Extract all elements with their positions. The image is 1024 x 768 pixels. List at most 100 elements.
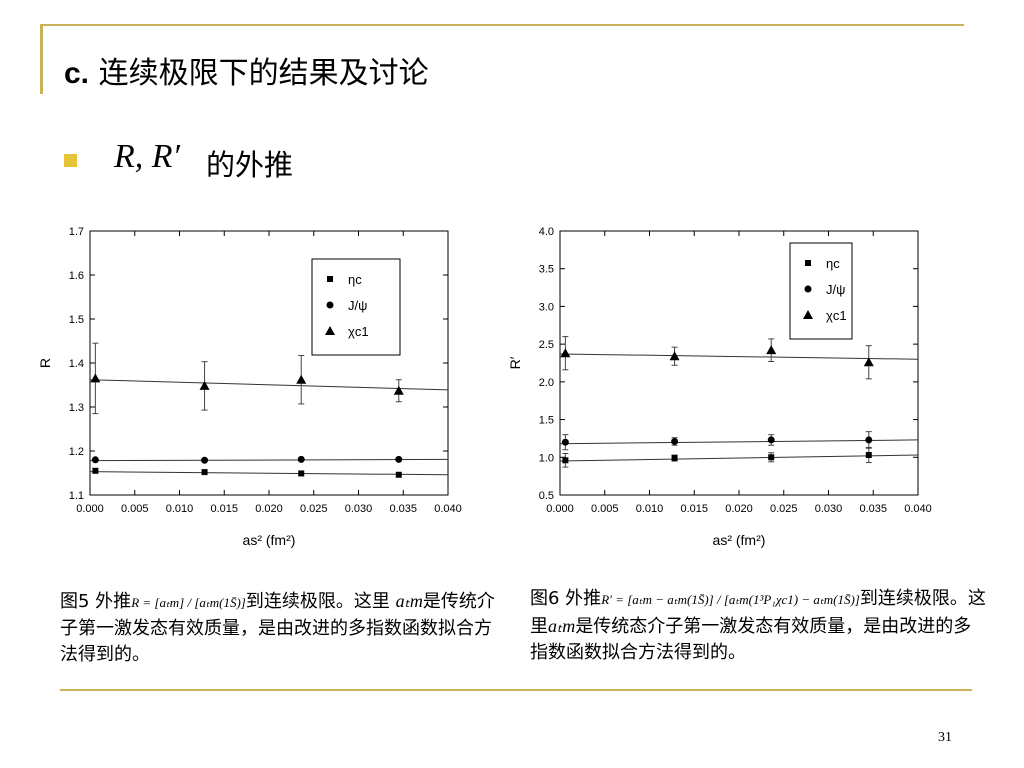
fit-line [89, 379, 449, 391]
y-tick-label: 1.5 [539, 415, 554, 427]
x-tick-label: 0.005 [121, 503, 149, 515]
legend-label: χc1 [826, 308, 847, 323]
page-number: 31 [938, 730, 952, 745]
legend-box [789, 242, 853, 340]
x-tick-label: 0.005 [591, 503, 619, 515]
fit-line [559, 454, 919, 462]
bullet-square-icon [64, 154, 77, 167]
chart-r-extrapolation: 0.000 0.005 0.010 0.015 0.020 0.025 0.030 0.035… [37, 226, 462, 548]
legend-label: ηc [826, 256, 840, 271]
title-accent-bar [40, 24, 43, 94]
data-point [297, 455, 305, 463]
y-tick-label: 1.1 [69, 490, 84, 502]
x-tick-label: 0.010 [166, 503, 194, 515]
y-tick-label: 4.0 [539, 226, 554, 238]
data-point [669, 351, 680, 361]
x-tick-label: 0.010 [636, 503, 664, 515]
data-point [562, 457, 569, 464]
legend-marker [326, 301, 334, 309]
y-tick-label: 1.3 [69, 402, 84, 414]
top-accent-line [40, 24, 964, 26]
fit-line [89, 458, 449, 462]
data-point [560, 348, 571, 358]
data-point [395, 471, 402, 478]
x-tick-label: 0.015 [210, 503, 238, 515]
y-tick-label: 1.0 [539, 452, 554, 464]
legend-label: ηc [348, 272, 362, 287]
data-point [767, 436, 775, 444]
x-tick-label: 0.030 [815, 503, 843, 515]
x-tick-label: 0.035 [859, 503, 887, 515]
fit-line [559, 439, 919, 445]
title-text: 连续极限下的结果及讨论 [98, 56, 429, 91]
y-tick-label: 1.2 [69, 446, 84, 458]
data-point [199, 380, 210, 390]
x-tick-label: 0.040 [434, 503, 462, 515]
caption-left-var: aₜm [395, 591, 423, 611]
bullet-expression: R, R′ [114, 138, 180, 175]
caption-right-var: aₜm [548, 616, 576, 636]
data-point [201, 456, 209, 464]
fit-line [89, 471, 449, 476]
legend-label: J/ψ [826, 282, 845, 297]
data-point [768, 454, 775, 461]
y-tick-label: 3.5 [539, 264, 554, 276]
data-point [863, 357, 874, 367]
data-point [671, 455, 678, 462]
legend-box [311, 258, 401, 356]
y-tick-label: 1.6 [69, 270, 84, 282]
legend-marker [325, 326, 335, 335]
x-tick-label: 0.030 [345, 503, 373, 515]
legend-marker [804, 285, 812, 293]
x-axis-label: as² (fm²) [243, 532, 296, 548]
y-tick-label: 2.5 [539, 339, 554, 351]
caption-left-formula: R = [aₜm] / [aₜm(1S̄)] [131, 595, 246, 610]
x-tick-label: 0.000 [546, 503, 574, 515]
y-axis-label: R′ [507, 356, 523, 369]
legend-marker [805, 260, 811, 266]
y-axis-label: R [37, 358, 53, 368]
y-tick-label: 3.0 [539, 301, 554, 313]
slide-title: c. 连续极限下的结果及讨论 [64, 48, 429, 92]
plot-frame [559, 230, 919, 496]
x-tick-label: 0.000 [76, 503, 104, 515]
y-tick-label: 1.7 [69, 226, 84, 238]
bullet-text: 的外推 [206, 148, 294, 182]
caption-right-rest: 是传统态介子第一激发态有效质量，是由改进的多指数函数拟合方法得到的。 [530, 616, 972, 663]
data-point [561, 438, 569, 446]
legend-marker [803, 310, 813, 319]
data-point [298, 470, 305, 477]
caption-right: 图6 外推R′ = [aₜm − aₜm(1S̄)] / [aₜm(1³P₁χc… [530, 586, 986, 666]
data-point [766, 345, 777, 355]
y-tick-label: 2.0 [539, 377, 554, 389]
caption-left-middle: 到连续极限。这里 [245, 591, 390, 612]
x-tick-label: 0.015 [680, 503, 708, 515]
x-tick-label: 0.040 [904, 503, 932, 515]
data-point [90, 373, 101, 383]
y-tick-label: 1.5 [69, 314, 84, 326]
legend-label: J/ψ [348, 298, 367, 313]
data-point [671, 437, 679, 445]
fit-line [559, 353, 919, 360]
x-tick-label: 0.020 [725, 503, 753, 515]
data-point [865, 436, 873, 444]
caption-left: 图5 外推R = [aₜm] / [aₜm(1S̄)]到连续极限。这里 aₜm是… [60, 588, 506, 668]
x-tick-label: 0.025 [300, 503, 328, 515]
x-tick-label: 0.020 [255, 503, 283, 515]
data-point [92, 467, 99, 474]
data-point [865, 452, 872, 459]
data-point [393, 385, 404, 395]
caption-right-middle: 到连续极限。这里 [530, 588, 986, 637]
y-tick-label: 1.4 [69, 358, 84, 370]
data-point [395, 455, 403, 463]
title-prefix: c. [64, 57, 90, 90]
caption-right-prefix: 图6 外推 [530, 588, 602, 609]
x-tick-label: 0.025 [770, 503, 798, 515]
bottom-accent-line [60, 689, 972, 691]
legend-label: χc1 [348, 324, 369, 339]
chart-rprime-extrapolation: 0.000 0.005 0.010 0.015 0.020 0.025 0.030 0.035… [507, 226, 932, 548]
caption-right-formula: R′ = [aₜm − aₜm(1S̄)] / [aₜm(1³P₁χc1) − … [601, 592, 860, 607]
caption-left-rest: 是传统介子第一激发态有效质量，是由改进的多指数函数拟合方法得到的。 [60, 591, 495, 665]
data-point [91, 456, 99, 464]
data-point [296, 374, 307, 384]
